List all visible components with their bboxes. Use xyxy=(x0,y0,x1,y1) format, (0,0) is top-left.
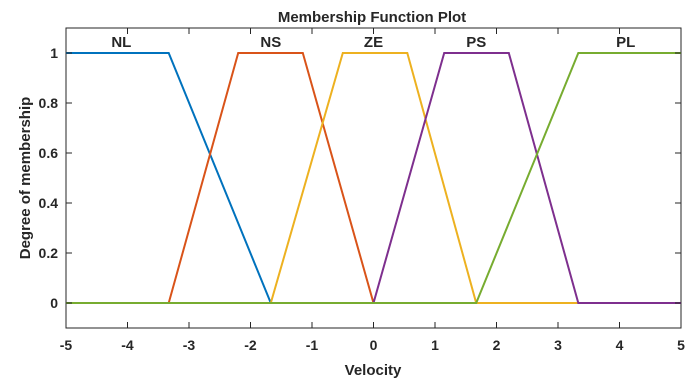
y-axis-label: Degree of membership xyxy=(17,97,34,260)
x-tick-label: -1 xyxy=(306,337,319,353)
x-tick-label: -5 xyxy=(60,337,73,353)
x-tick-label: 1 xyxy=(431,337,439,353)
plot-area xyxy=(65,27,682,329)
x-tick-label: 3 xyxy=(554,337,562,353)
y-tick-label: 0.8 xyxy=(39,95,59,111)
mf-label-ps: PS xyxy=(466,34,486,51)
x-tick-label: 2 xyxy=(493,337,501,353)
series-layer xyxy=(66,52,681,304)
x-tick-label: -2 xyxy=(244,337,257,353)
series-line-pl xyxy=(66,52,681,304)
mf-label-layer: NL NS ZE PS PL xyxy=(111,34,635,51)
y-tick-label: 0.4 xyxy=(39,195,59,211)
x-tick-label: -4 xyxy=(121,337,134,353)
x-tick-label: 4 xyxy=(616,337,624,353)
mf-label-nl: NL xyxy=(111,34,131,51)
y-tick-label: 1 xyxy=(50,45,58,61)
mf-label-ze: ZE xyxy=(364,34,383,51)
x-tick-label: 0 xyxy=(370,337,378,353)
mf-label-ns: NS xyxy=(260,34,281,51)
tick-layer: -5 -4 -3 -2 -1 0 1 2 3 4 5 0 0.2 0.4 0.6 0.8 1 xyxy=(39,28,685,353)
x-axis-label: Velocity xyxy=(345,362,402,379)
y-tick-label: 0 xyxy=(50,295,58,311)
x-tick-label: 5 xyxy=(677,337,685,353)
chart-title: Membership Function Plot xyxy=(278,9,466,26)
mf-label-pl: PL xyxy=(616,34,635,51)
y-tick-label: 0.6 xyxy=(39,145,59,161)
y-tick-label: 0.2 xyxy=(39,245,59,261)
x-tick-label: -3 xyxy=(183,337,196,353)
